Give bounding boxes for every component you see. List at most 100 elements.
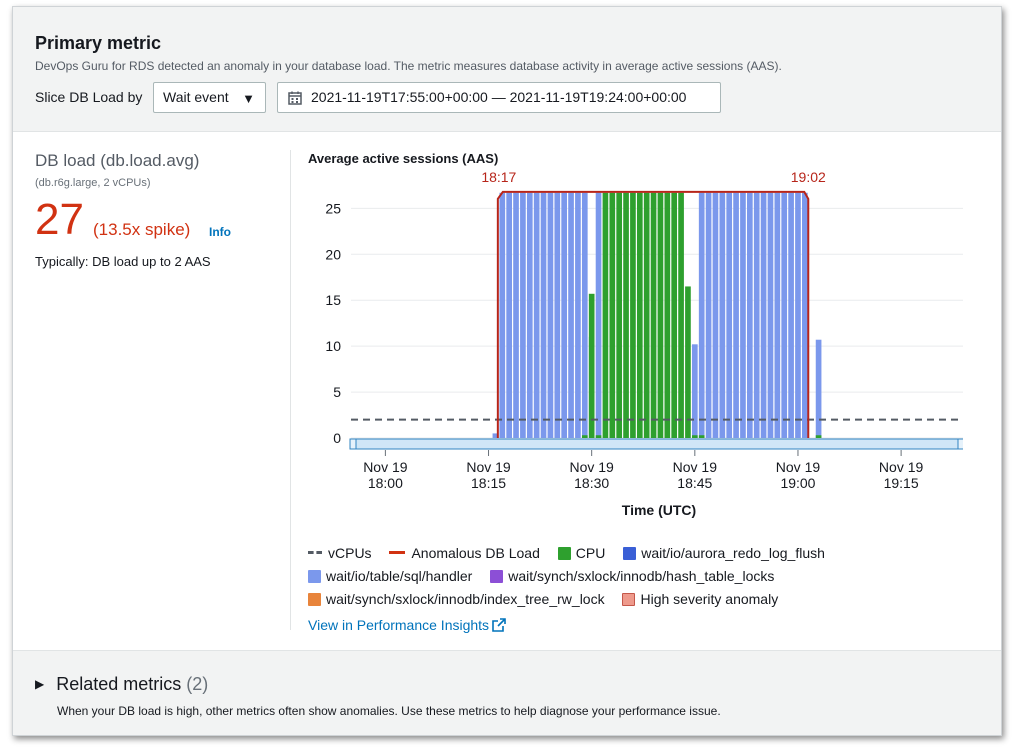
bar [740,192,746,438]
legend-row-3: wait/synch/sxlock/innodb/index_tree_rw_l… [308,590,792,607]
bar [554,192,561,438]
x-tick-label: 18:15 [471,475,506,491]
caret-right-icon: ▶ [35,677,45,691]
y-tick-label: 0 [333,430,341,446]
bar [698,192,705,438]
legend-label: wait/synch/sxlock/innodb/index_tree_rw_l… [326,591,605,608]
solid-line-icon [389,551,406,555]
bar [815,339,822,438]
bar [795,192,801,438]
bar [767,192,774,438]
bar [774,192,781,438]
bar [746,192,753,438]
legend-item-index[interactable]: wait/synch/sxlock/innodb/index_tree_rw_l… [308,591,605,607]
page-title: Primary metric [35,33,162,53]
x-tick-label: Nov 19 [363,459,408,475]
bar [526,192,533,438]
legend-item-redo[interactable]: wait/io/aurora_redo_log_flush [623,545,825,561]
bar [547,192,554,438]
legend-item-vcpus[interactable]: vCPUs [308,545,372,561]
bar [685,286,691,438]
legend-label: wait/io/aurora_redo_log_flush [641,545,825,562]
bar [506,192,512,438]
x-tick-label: Nov 19 [673,459,718,475]
bar [698,435,705,438]
bar [609,192,616,438]
related-description: When your DB load is high, other metrics… [57,704,721,718]
bar [705,192,712,438]
x-tick-label: 18:00 [368,475,403,491]
related-title: Related metrics [56,674,182,694]
legend-item-hash[interactable]: wait/synch/sxlock/innodb/hash_table_lock… [490,568,774,584]
x-tick-label: Nov 19 [569,459,614,475]
bar [561,192,568,438]
calendar-icon [288,91,302,105]
x-tick-label: Nov 19 [776,459,821,475]
bar [815,435,822,438]
swatch-icon [557,547,571,561]
related-metrics-toggle[interactable]: ▶ Related metrics (2) [35,674,208,695]
x-tick-label: Nov 19 [879,459,924,475]
bar [760,192,767,438]
legend-item-handler[interactable]: wait/io/table/sql/handler [308,568,472,584]
swatch-icon [622,593,636,607]
bar [643,192,650,438]
bar [575,192,581,438]
slice-select[interactable]: Wait event ▼ [153,82,266,113]
legend-item-high[interactable]: High severity anomaly [622,591,778,607]
y-tick-label: 5 [333,384,341,400]
spike-text: (13.5x spike) [93,220,191,239]
link-label: View in Performance Insights [308,617,490,633]
swatch-icon [623,547,637,561]
primary-metric-panel: Primary metric DevOps Guru for RDS detec… [12,6,1002,736]
related-count: (2) [186,674,209,694]
bar [520,192,526,438]
y-tick-label: 10 [325,338,341,354]
metric-card: DB load (db.load.avg) (db.r6g.large, 2 v… [13,131,1001,651]
date-range-picker[interactable]: 2021-11-19T17:55:00+00:00 — 2021-11-19T1… [277,82,721,113]
related-metrics-section[interactable]: ▶ Related metrics (2) When your DB load i… [13,652,1001,735]
legend-item-cpu[interactable]: CPU [557,545,606,562]
y-tick-label: 20 [325,246,341,262]
bar [733,192,739,438]
bar [657,192,664,438]
metric-value: 27 [35,195,84,244]
x-tick-label: Nov 19 [466,459,511,475]
x-tick-label: 18:30 [574,475,609,491]
bar [802,192,808,438]
legend-row-1: vCPUs Anomalous DB Load CPU wait/io/auro… [308,544,839,561]
performance-insights-link[interactable]: View in Performance Insights [308,617,506,633]
legend-label: CPU [575,545,606,562]
bar [499,192,506,438]
bar [788,192,794,438]
aas-chart: Average active sessions (AAS) 0 5 10 15 20 25… [303,148,965,528]
page-description: DevOps Guru for RDS detected an anomaly … [35,59,782,73]
x-tick-label: 19:15 [884,475,919,491]
legend-item-anomalous[interactable]: Anomalous DB Load [389,545,540,561]
y-tick-label: 15 [325,292,341,308]
bar [492,433,499,438]
legend-label: wait/synch/sxlock/innodb/hash_table_lock… [508,568,775,585]
slice-select-value: Wait event [163,89,229,105]
chart-title: Average active sessions (AAS) [308,151,499,166]
bar [664,192,671,438]
typical-load: Typically: DB load up to 2 AAS [35,254,211,269]
bar [595,192,602,438]
range-scroller [349,438,965,450]
bar [650,192,657,438]
bar [602,192,609,438]
x-tick-label: 18:45 [677,475,712,491]
swatch-icon [490,570,504,584]
bar [712,192,719,438]
legend-label: High severity anomaly [640,591,779,608]
legend-label: wait/io/table/sql/handler [326,568,473,585]
x-axis-label: Time (UTC) [622,502,696,518]
bar [581,435,588,438]
bar [678,192,684,438]
bar [671,192,678,438]
info-link[interactable]: Info [209,225,231,239]
date-range-value: 2021-11-19T17:55:00+00:00 — 2021-11-19T1… [311,89,687,105]
anomaly-outline [496,190,810,438]
y-tick-label: 25 [325,200,341,216]
